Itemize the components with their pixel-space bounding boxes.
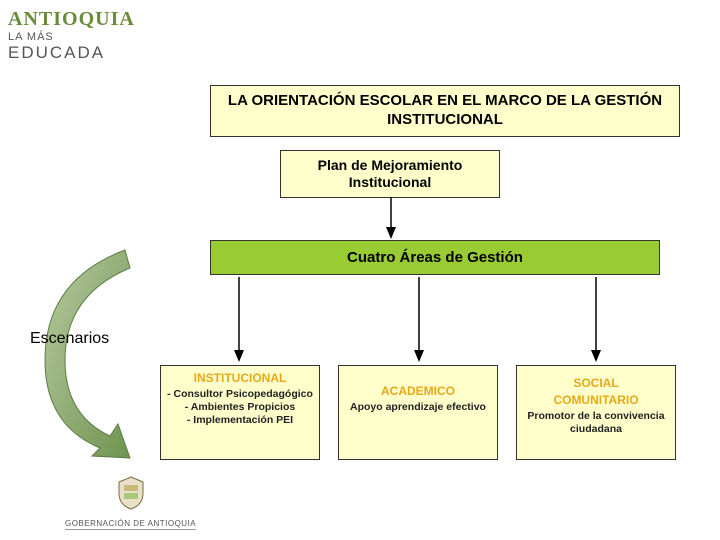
curved-arrow-icon (30, 240, 150, 470)
acad-head: ACADEMICO (345, 384, 491, 399)
inst-l2: - Ambientes Propicios (167, 401, 313, 414)
inst-head: INSTITUCIONAL (167, 371, 313, 386)
social-sub: Promotor de la convivencia ciudadana (523, 410, 669, 436)
logo-bottom: GOBERNACIÓN DE ANTIOQUIA (65, 475, 196, 530)
inst-l3: - Implementación PEI (167, 414, 313, 427)
arrow-plan-to-areas (385, 197, 397, 239)
logo-antioquia: ANTIOQUIA (8, 8, 188, 31)
logo-tagline: LA MÁS (8, 31, 188, 43)
gobernacion-label: GOBERNACIÓN DE ANTIOQUIA (65, 519, 196, 530)
arrow-areas-to-social (590, 277, 602, 362)
arrow-areas-to-inst (233, 277, 245, 362)
social-head1: SOCIAL (523, 376, 669, 391)
box-group: INSTITUCIONAL - Consultor Psicopedagógic… (160, 365, 676, 460)
logo-top: ANTIOQUIA LA MÁS EDUCADA (8, 8, 188, 63)
shield-icon (116, 475, 146, 511)
escenarios-label: Escenarios (30, 330, 109, 348)
acad-sub: Apoyo aprendizaje efectivo (345, 401, 491, 414)
box-social: SOCIAL COMUNITARIO Promotor de la conviv… (516, 365, 676, 460)
arrow-areas-to-acad (413, 277, 425, 362)
title-box: LA ORIENTACIÓN ESCOLAR EN EL MARCO DE LA… (210, 85, 680, 137)
plan-box: Plan de Mejoramiento Institucional (280, 150, 500, 198)
box-academico: ACADEMICO Apoyo aprendizaje efectivo (338, 365, 498, 460)
areas-box: Cuatro Áreas de Gestión (210, 240, 660, 275)
box-institucional: INSTITUCIONAL - Consultor Psicopedagógic… (160, 365, 320, 460)
logo-educada: EDUCADA (8, 43, 188, 63)
social-head2: COMUNITARIO (523, 393, 669, 408)
inst-l1: - Consultor Psicopedagógico (167, 388, 313, 401)
